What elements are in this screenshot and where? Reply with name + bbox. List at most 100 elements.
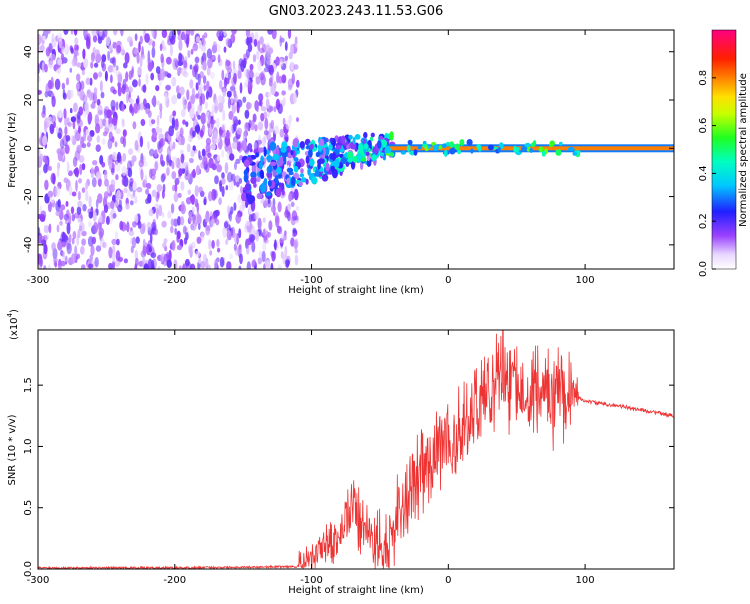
heatmap-cell — [264, 117, 269, 130]
figure-title: GN03.2023.243.11.53.G06 — [269, 4, 444, 19]
heatmap-cell — [70, 135, 74, 143]
heatmap-cell — [111, 117, 118, 126]
heatmap-cell — [134, 214, 139, 224]
heatmap-cell — [103, 204, 109, 214]
heatmap-cell — [264, 197, 268, 208]
heatmap-cell — [211, 54, 216, 61]
heatmap-cell — [112, 89, 117, 95]
heatmap-cell — [134, 33, 138, 41]
heatmap-cell — [143, 263, 149, 269]
heatmap-cell — [255, 76, 261, 85]
heatmap-cell — [181, 108, 186, 118]
heatmap-cell — [200, 260, 206, 269]
heatmap-cell — [199, 129, 204, 138]
heatmap-cell — [178, 52, 183, 63]
heatmap-cell — [228, 181, 234, 191]
heatmap-cell — [86, 141, 91, 148]
heatmap-cell — [215, 137, 220, 144]
heatmap-cell — [283, 156, 287, 165]
heatmap-cell — [182, 263, 186, 269]
x-tick-label: -100 — [300, 575, 323, 586]
heatmap-cell — [269, 122, 273, 128]
heatmap-cell — [132, 221, 137, 228]
heatmap-cell — [178, 39, 183, 51]
heatmap-cell — [299, 141, 305, 149]
heatmap-cell — [90, 61, 94, 69]
heatmap-cell — [243, 173, 249, 183]
heatmap-cell — [340, 157, 348, 165]
heatmap-cell — [103, 30, 108, 38]
heatmap-cell — [278, 157, 284, 167]
heatmap-cell — [222, 109, 226, 122]
heatmap-cell — [50, 76, 54, 88]
heatmap-cell — [92, 160, 98, 166]
heatmap-cell — [263, 129, 269, 136]
heatmap-cell — [229, 85, 235, 93]
heatmap-cell — [214, 259, 218, 269]
heatmap-cell — [365, 151, 370, 157]
heatmap-cell — [197, 114, 201, 120]
heatmap-cell — [96, 135, 101, 143]
heatmap-cell — [135, 98, 139, 105]
heatmap-cell — [201, 148, 206, 157]
heatmap-cell — [175, 118, 179, 128]
heatmap-cell — [107, 138, 113, 150]
heatmap-cell — [260, 182, 267, 193]
heatmap-cell — [205, 101, 208, 110]
heatmap-cell — [110, 74, 113, 84]
heatmap-cell — [366, 158, 372, 167]
heatmap-cell — [61, 232, 67, 240]
heatmap-cell — [177, 216, 181, 226]
heatmap-cell — [227, 97, 231, 109]
heatmap-cell — [126, 189, 131, 198]
heatmap-cell — [296, 117, 299, 123]
heatmap-cell — [255, 152, 259, 158]
heatmap-cell — [280, 232, 284, 240]
heatmap-cell — [93, 72, 98, 80]
heatmap-cell — [150, 168, 157, 176]
heatmap-cell — [198, 40, 202, 50]
heatmap-cell — [112, 251, 116, 263]
heatmap-cell — [223, 30, 227, 37]
heatmap-cell — [325, 162, 330, 172]
heatmap-cell — [230, 226, 236, 239]
heatmap-cell — [265, 44, 271, 57]
heatmap-cell — [161, 212, 165, 218]
heatmap-cell — [244, 122, 249, 132]
heatmap-cell — [238, 119, 241, 125]
heatmap-cell — [77, 81, 80, 91]
heatmap-cell — [319, 138, 325, 147]
heatmap-cell — [400, 150, 407, 155]
heatmap-cell — [226, 90, 232, 98]
heatmap-cell — [161, 172, 167, 181]
heatmap-cell — [196, 236, 202, 244]
heatmap-cell — [236, 127, 243, 135]
heatmap-cell — [147, 50, 151, 62]
heatmap-cell — [55, 210, 61, 217]
heatmap-cell — [104, 70, 108, 82]
heatmap-cell — [182, 71, 189, 78]
heatmap-cell — [200, 39, 206, 47]
x-tick-label: -300 — [27, 575, 50, 586]
heatmap-cell — [171, 171, 177, 180]
snr-y-axis: 0.0 0.5 1.0 1.5 — [23, 377, 674, 577]
heatmap-cell — [241, 139, 247, 152]
colorbar-tick-label: 0.0 — [698, 261, 709, 277]
heatmap-cell — [162, 183, 166, 193]
heatmap-cell — [208, 157, 214, 169]
heatmap-cell — [211, 240, 215, 249]
heatmap-cell — [285, 259, 290, 266]
heatmap-cell — [166, 73, 172, 79]
heatmap-cell — [277, 103, 283, 115]
heatmap-cell — [265, 260, 271, 269]
heatmap-cell — [247, 80, 253, 92]
heatmap-cell — [254, 124, 258, 132]
heatmap-cell — [272, 153, 279, 161]
heatmap-cell — [128, 230, 135, 237]
heatmap-cell — [232, 60, 236, 70]
heatmap-cell — [218, 35, 224, 42]
heatmap-cell — [370, 132, 375, 138]
heatmap-cell — [134, 195, 138, 204]
heatmap-cell — [39, 258, 43, 267]
heatmap-cell — [260, 112, 265, 122]
